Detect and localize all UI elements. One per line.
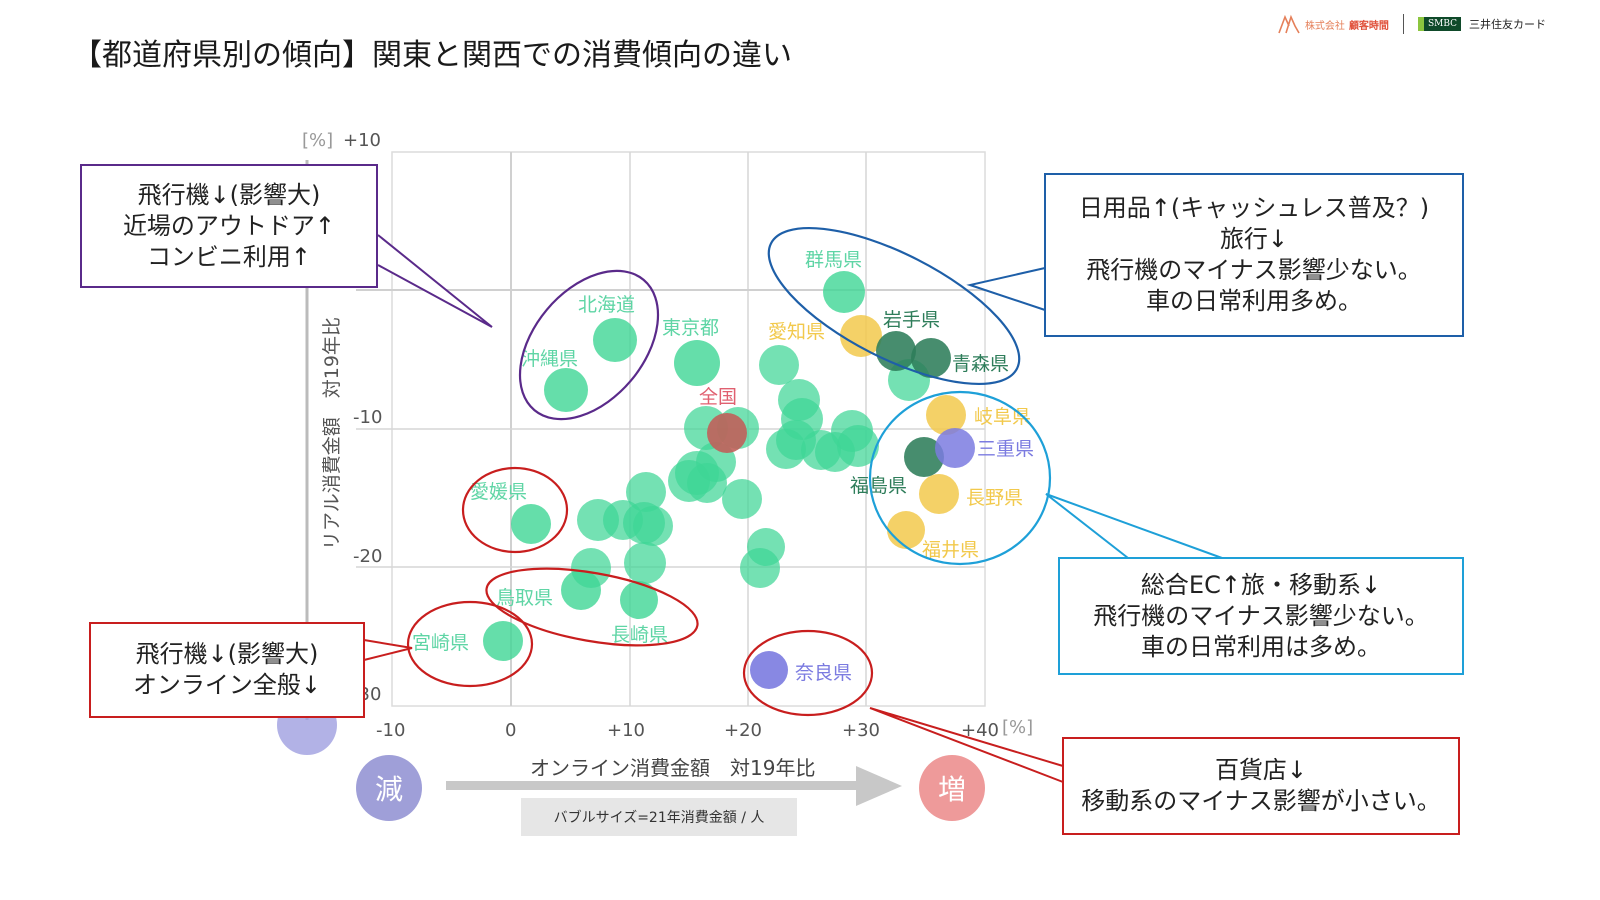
x-tick-plus10: +10 <box>607 720 645 741</box>
bubble-tokyo <box>674 340 720 386</box>
bubble-ehime <box>511 504 551 544</box>
x-unit: [%] <box>1002 717 1033 738</box>
callout-line: 近場のアウトドア↑ <box>122 211 336 240</box>
bubble-mie <box>935 428 975 468</box>
x-tick-minus10: -10 <box>376 720 405 741</box>
bubble-national <box>707 413 747 453</box>
increase-badge: 増 <box>919 755 985 821</box>
x-tick-0: 0 <box>505 720 516 741</box>
label-fukui: 福井県 <box>922 539 979 561</box>
label-national: 全国 <box>699 386 737 408</box>
callout-line: 飛行機↓(影響大) <box>137 180 321 209</box>
label-tottori: 鳥取県 <box>496 587 553 609</box>
label-aomori: 青森県 <box>952 353 1009 375</box>
bubble-size-note: バブルサイズ=21年消費金額 / 人 <box>521 798 797 836</box>
callout-line: 飛行機のマイナス影響少ない。 <box>1093 601 1429 630</box>
callout-bottom-left: 飛行機↓(影響大) オンライン全般↓ <box>89 622 365 718</box>
label-hokkaido: 北海道 <box>578 294 635 316</box>
bubble-nagasaki <box>620 581 658 619</box>
callout-line: 旅行↓ <box>1219 225 1289 253</box>
callout-pointers <box>363 234 1223 783</box>
highlight-ellipses <box>406 226 1052 717</box>
callout-line: 飛行機↓(影響大) <box>135 640 319 668</box>
label-ehime: 愛媛県 <box>470 481 527 503</box>
ellipse-hokkaido-okinawa <box>518 269 660 421</box>
decrease-badge: 減 <box>356 755 422 821</box>
y-tick-minus20: -20 <box>353 546 382 567</box>
callout-line: 車の日常利用は多め。 <box>1141 632 1381 661</box>
bubbles-labeled <box>483 271 975 689</box>
bubble-fukushima <box>904 437 944 477</box>
bubble-fukui <box>887 511 925 549</box>
bubble-miyazaki <box>483 621 523 661</box>
ellipse-miyazaki <box>406 600 534 688</box>
bubble-nagano <box>919 474 959 514</box>
logos: 株式会社 顧客時間 SMBC 三井住友カード <box>1277 14 1546 34</box>
logo-divider <box>1402 14 1404 34</box>
callout-line: 総合EC↑旅・移動系↓ <box>1140 570 1382 599</box>
bubble-okinawa <box>544 368 588 412</box>
label-miyazaki: 宮崎県 <box>412 632 469 654</box>
y-tick-minus10: -10 <box>353 407 382 428</box>
callout-line: 日用品↑(キャッシュレス普及？) <box>1078 194 1430 222</box>
label-aichi: 愛知県 <box>768 321 825 343</box>
bubble-gunma <box>823 271 865 313</box>
smbc-logo: SMBC <box>1417 17 1461 31</box>
ellipse-tottori-nagasaki <box>485 567 699 647</box>
bubble-aomori <box>911 338 951 378</box>
callout-line: 車の日常利用多め。 <box>1146 287 1362 315</box>
ellipse-ehime <box>461 466 569 554</box>
point-labels: 北海道 沖縄県 東京都 群馬県 愛知県 岩手県 青森県 全国 岐阜県 三重県 福… <box>412 249 1034 684</box>
ellipse-chubu <box>868 390 1052 566</box>
x-tick-plus40: +40 <box>961 720 999 741</box>
callout-line: 移動系のマイナス影響が小さい。 <box>1081 787 1441 815</box>
kokyakujikan-logo: 株式会社 顧客時間 <box>1277 14 1389 34</box>
company-name: 顧客時間 <box>1348 20 1389 32</box>
x-tick-plus20: +20 <box>724 720 762 741</box>
x-direction-arrow <box>446 766 902 806</box>
y-axis-title: リアル消費金額 対19年比 <box>321 317 343 550</box>
callout-line: コンビニ利用↑ <box>146 242 312 271</box>
company-prefix: 株式会社 <box>1304 20 1345 32</box>
callout-line: 百貨店↓ <box>1214 756 1308 784</box>
label-tokyo: 東京都 <box>662 317 719 339</box>
bubble-gifu <box>926 395 966 435</box>
bubble-hokkaido <box>593 318 637 362</box>
label-nara: 奈良県 <box>795 662 852 684</box>
label-nagano: 長野県 <box>966 487 1023 509</box>
card-company-name: 三井住友カード <box>1469 18 1546 31</box>
label-mie: 三重県 <box>977 438 1034 460</box>
callout-mid-right: 総合EC↑旅・移動系↓ 飛行機のマイナス影響少ない。 車の日常利用は多め。 <box>1058 557 1464 675</box>
x-axis-title: オンライン消費金額 対19年比 <box>530 756 816 780</box>
ellipse-gunma-aomori <box>767 226 1021 386</box>
bubble-aichi <box>840 315 882 357</box>
callout-top-left: 飛行機↓(影響大) 近場のアウトドア↑ コンビニ利用↑ <box>80 164 378 288</box>
y-unit: [%] <box>302 130 333 151</box>
callout-line: オンライン全般↓ <box>132 671 322 699</box>
y-tick-plus10: +10 <box>343 130 381 151</box>
callout-bottom-right: 百貨店↓ 移動系のマイナス影響が小さい。 <box>1062 737 1460 835</box>
callout-line: 飛行機のマイナス影響少ない。 <box>1086 256 1422 284</box>
label-fukushima: 福島県 <box>850 475 907 497</box>
label-nagasaki: 長崎県 <box>611 624 668 646</box>
page-title: 【都道府県別の傾向】関東と関西での消費傾向の違い <box>72 38 792 73</box>
bubble-tottori <box>561 570 601 610</box>
callout-top-right: 日用品↑(キャッシュレス普及？) 旅行↓ 飛行機のマイナス影響少ない。 車の日常… <box>1044 173 1464 337</box>
hands-logo-icon <box>1278 14 1300 34</box>
x-tick-plus30: +30 <box>842 720 880 741</box>
bubble-nara <box>750 651 788 689</box>
label-okinawa: 沖縄県 <box>521 348 578 370</box>
label-gunma: 群馬県 <box>805 249 862 271</box>
label-iwate: 岩手県 <box>883 309 940 331</box>
ellipse-nara <box>742 629 874 717</box>
